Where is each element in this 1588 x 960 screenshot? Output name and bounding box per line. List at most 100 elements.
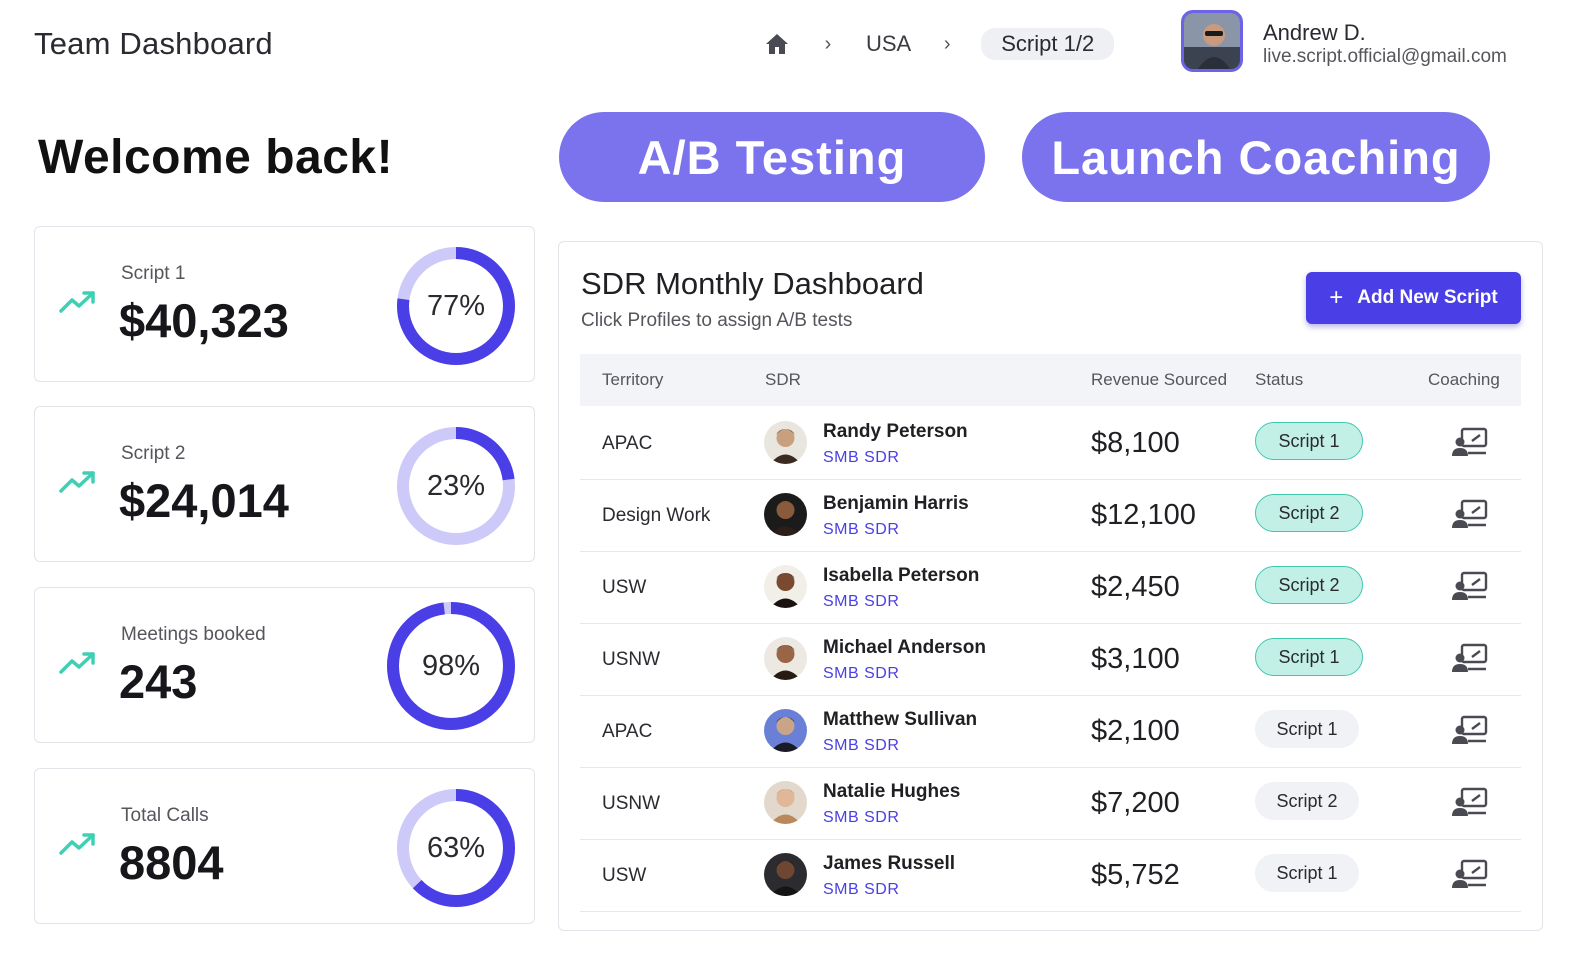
- stat-label: Total Calls: [121, 805, 209, 826]
- table-row[interactable]: APAC Matthew Sullivan SMB SDR $2,100 Script …: [580, 695, 1521, 768]
- table-row[interactable]: USW Isabella Peterson SMB SDR $2,450 Script …: [580, 551, 1521, 624]
- add-new-script-button[interactable]: + Add New Script: [1306, 272, 1521, 324]
- welcome-heading: Welcome back!: [38, 131, 394, 184]
- progress-ring-fill: [387, 602, 515, 730]
- column-header-coaching: Coaching: [1428, 370, 1500, 389]
- status-badge[interactable]: Script 2: [1255, 566, 1363, 604]
- dashboard-title: SDR Monthly Dashboard: [581, 266, 924, 301]
- stat-percent: 63%: [426, 831, 486, 864]
- sdr-avatar[interactable]: [764, 709, 807, 752]
- sdr-role: SMB SDR: [823, 449, 900, 466]
- stat-label: Meetings booked: [121, 624, 266, 645]
- sdr-name[interactable]: Isabella Peterson: [823, 565, 980, 586]
- stat-label: Script 2: [121, 443, 186, 464]
- table-row[interactable]: USW James Russell SMB SDR $5,752 Script 1: [580, 839, 1521, 912]
- sdr-name[interactable]: James Russell: [823, 853, 956, 874]
- sdr-role: SMB SDR: [823, 665, 900, 682]
- sdr-avatar[interactable]: [764, 565, 807, 608]
- coaching-presentation-icon[interactable]: [1452, 571, 1488, 601]
- sdr-avatar[interactable]: [764, 493, 807, 536]
- progress-ring-fill: [397, 427, 515, 545]
- stat-percent: 23%: [426, 469, 486, 502]
- revenue-cell: $12,100: [1091, 499, 1196, 531]
- sdr-avatar[interactable]: [764, 781, 807, 824]
- sdr-role: SMB SDR: [823, 809, 900, 826]
- dashboard-subtitle: Click Profiles to assign A/B tests: [581, 310, 853, 331]
- stat-percent: 77%: [426, 289, 486, 322]
- coaching-presentation-icon[interactable]: [1452, 427, 1488, 457]
- revenue-cell: $2,450: [1091, 571, 1180, 603]
- table-row[interactable]: APAC Randy Peterson SMB SDR $8,100 Script 1: [580, 407, 1521, 480]
- stat-card: Script 2 $24,014 23%: [34, 406, 535, 562]
- column-header-territory: Territory: [602, 370, 664, 389]
- trending-up-icon: [59, 291, 95, 313]
- breadcrumb-item-usa[interactable]: USA: [866, 31, 912, 56]
- chevron-right-icon: ›: [943, 32, 951, 55]
- coaching-presentation-icon[interactable]: [1452, 787, 1488, 817]
- sdr-name[interactable]: Benjamin Harris: [823, 493, 969, 514]
- column-header-status: Status: [1255, 370, 1304, 389]
- progress-ring: 77%: [395, 245, 517, 367]
- status-badge[interactable]: Script 2: [1255, 782, 1359, 820]
- column-header-sdr: SDR: [765, 370, 801, 389]
- stat-value: 8804: [119, 836, 224, 889]
- sdr-avatar[interactable]: [764, 421, 807, 464]
- progress-ring: 98%: [385, 600, 517, 732]
- territory-cell: Design Work: [602, 505, 711, 526]
- sdr-avatar[interactable]: [764, 853, 807, 896]
- sdr-role: SMB SDR: [823, 881, 900, 898]
- app-title: Team Dashboard: [34, 26, 273, 61]
- launch-coaching-button[interactable]: Launch Coaching: [1022, 112, 1490, 202]
- column-header-revenue: Revenue Sourced: [1091, 370, 1228, 389]
- status-badge[interactable]: Script 1: [1255, 854, 1359, 892]
- trending-up-icon: [59, 652, 95, 674]
- stat-card: Meetings booked 243 98%: [34, 587, 535, 743]
- territory-cell: APAC: [602, 721, 653, 742]
- sdr-role: SMB SDR: [823, 593, 900, 610]
- table-header: Territory SDR Revenue Sourced Status Coa…: [580, 354, 1521, 406]
- chevron-right-icon: ›: [824, 32, 832, 55]
- sdr-avatar[interactable]: [764, 637, 807, 680]
- coaching-presentation-icon[interactable]: [1452, 499, 1488, 529]
- coaching-presentation-icon[interactable]: [1452, 643, 1488, 673]
- revenue-cell: $5,752: [1091, 859, 1180, 891]
- territory-cell: USW: [602, 577, 647, 598]
- stat-card: Total Calls 8804 63%: [34, 768, 535, 924]
- revenue-cell: $7,200: [1091, 787, 1180, 819]
- ab-testing-button[interactable]: A/B Testing: [559, 112, 985, 202]
- progress-ring-fill: [397, 247, 515, 365]
- stat-value: $40,323: [119, 294, 289, 347]
- sdr-name[interactable]: Natalie Hughes: [823, 781, 961, 802]
- status-badge[interactable]: Script 1: [1255, 638, 1363, 676]
- add-new-script-label: Add New Script: [1357, 287, 1498, 308]
- table-row[interactable]: Design Work Benjamin Harris SMB SDR $12,100…: [580, 479, 1521, 552]
- table-row[interactable]: USNW Natalie Hughes SMB SDR $7,200 Script 2: [580, 767, 1521, 840]
- revenue-cell: $3,100: [1091, 643, 1180, 675]
- status-badge[interactable]: Script 1: [1255, 710, 1359, 748]
- revenue-cell: $2,100: [1091, 715, 1180, 747]
- status-badge[interactable]: Script 2: [1255, 494, 1363, 532]
- progress-ring: 23%: [395, 425, 517, 547]
- revenue-cell: $8,100: [1091, 427, 1180, 459]
- sdr-name[interactable]: Michael Anderson: [823, 637, 986, 658]
- coaching-presentation-icon[interactable]: [1452, 859, 1488, 889]
- breadcrumb-item-current[interactable]: Script 1/2: [981, 28, 1115, 60]
- table-row[interactable]: USNW Michael Anderson SMB SDR $3,100 Script …: [580, 623, 1521, 696]
- sdr-name[interactable]: Randy Peterson: [823, 421, 968, 442]
- status-badge[interactable]: Script 1: [1255, 422, 1363, 460]
- breadcrumb: › USA › Script 1/2: [764, 26, 1115, 62]
- coaching-presentation-icon[interactable]: [1452, 715, 1488, 745]
- home-icon[interactable]: [764, 31, 790, 57]
- user-name: Andrew D.: [1263, 20, 1366, 45]
- territory-cell: USNW: [602, 793, 661, 814]
- plus-icon: +: [1329, 284, 1344, 311]
- territory-cell: USW: [602, 865, 647, 886]
- sdr-role: SMB SDR: [823, 521, 900, 538]
- stat-value: $24,014: [119, 474, 289, 527]
- progress-ring: 63%: [395, 787, 517, 909]
- sdr-name[interactable]: Matthew Sullivan: [823, 709, 978, 730]
- user-email: live.script.official@gmail.com: [1263, 46, 1507, 67]
- territory-cell: APAC: [602, 433, 653, 454]
- user-avatar[interactable]: [1181, 10, 1243, 72]
- progress-ring-fill: [397, 789, 515, 907]
